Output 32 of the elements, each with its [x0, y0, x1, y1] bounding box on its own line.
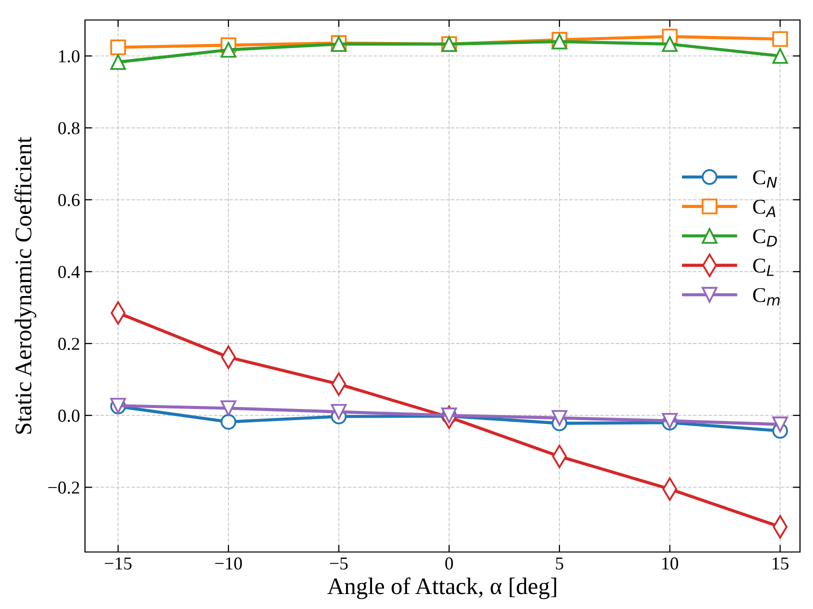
- y-tick-label: 0.6: [58, 194, 80, 206]
- point: [110, 39, 126, 56]
- y-tick-label: −0.2: [48, 482, 80, 494]
- legend-label: C$_{N}$: [753, 170, 777, 188]
- x-tick-label: 5: [556, 558, 564, 570]
- y-tick-label: 0.0: [58, 410, 80, 422]
- y-tick-label: 0.2: [58, 338, 80, 350]
- legend-label: C$_{m}$: [753, 288, 780, 306]
- x-tick-label: −15: [104, 557, 132, 570]
- point: [220, 414, 236, 430]
- point: [772, 31, 788, 47]
- x-tick-label: −5: [330, 558, 348, 570]
- legend-label: C$_{L}$: [753, 258, 774, 276]
- point: [662, 36, 678, 52]
- x-tick-label: 10: [662, 557, 678, 570]
- point: [220, 42, 236, 58]
- legend-label: C$_{A}$: [753, 200, 776, 218]
- x-tick-label: 0: [445, 557, 453, 570]
- x-axis-title: Angle of Attack, α [deg]: [327, 577, 556, 600]
- y-tick-label: 0.4: [58, 266, 80, 278]
- x-tick-label: −10: [215, 557, 242, 570]
- y-tick-label: 0.8: [58, 122, 80, 134]
- point: [552, 410, 568, 426]
- point: [330, 404, 347, 420]
- point: [772, 416, 788, 432]
- point: [110, 54, 126, 70]
- y-axis-title: Static Aerodynamic Coefficient: [14, 136, 36, 434]
- x-tick-label: 15: [772, 557, 788, 570]
- legend-label: C$_{D}$: [753, 229, 777, 246]
- point: [772, 48, 788, 64]
- y-tick-label: 1.0: [59, 50, 80, 62]
- point: [220, 400, 236, 416]
